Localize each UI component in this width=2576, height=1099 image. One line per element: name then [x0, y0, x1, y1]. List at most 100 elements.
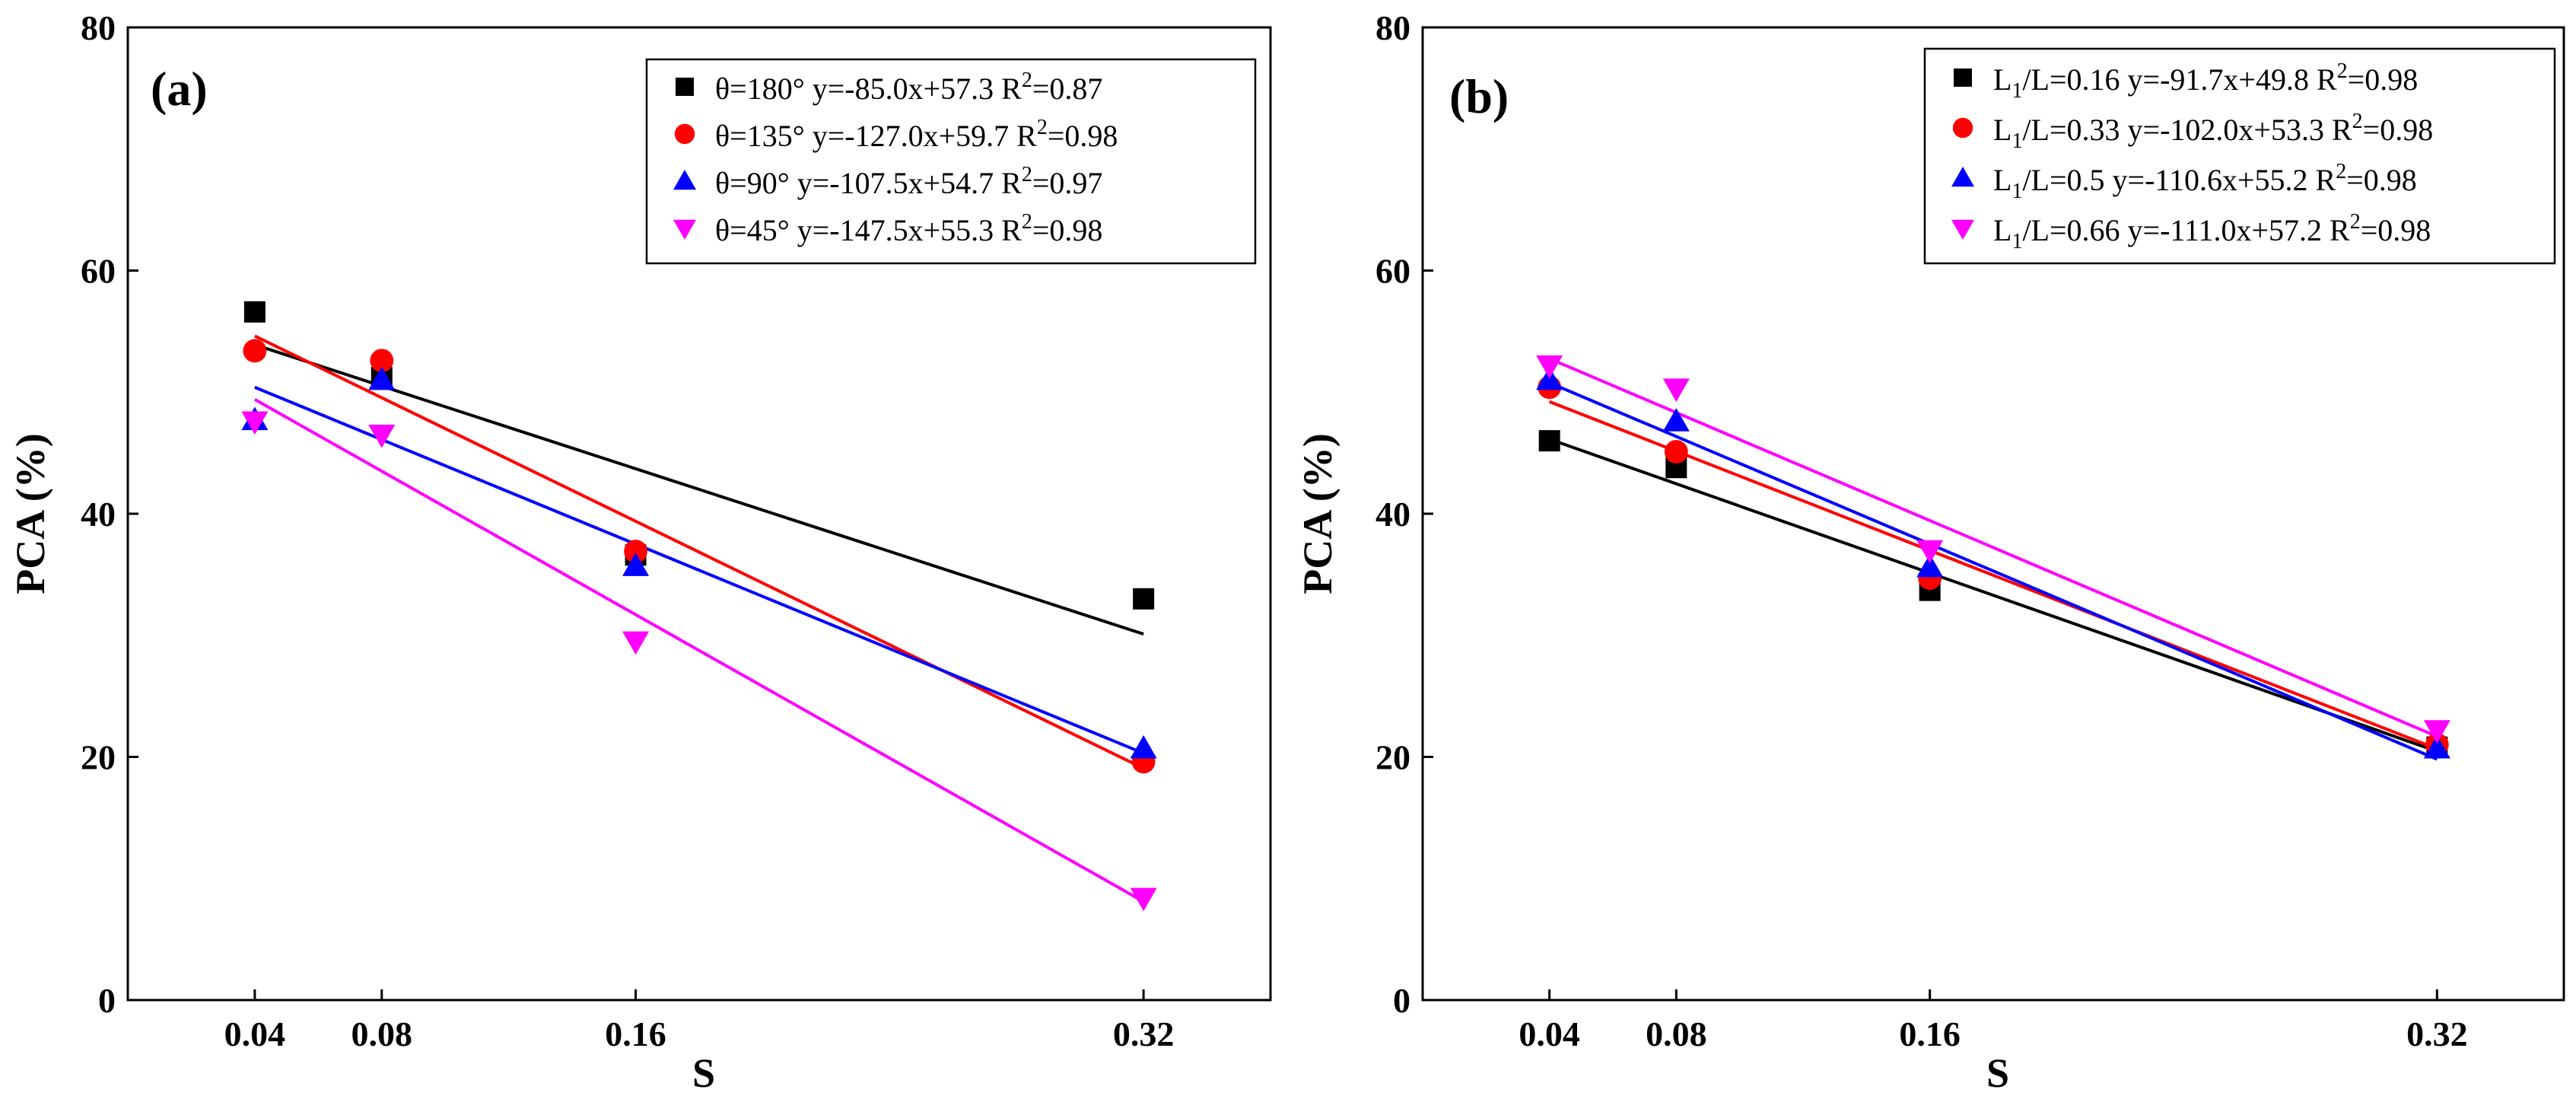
legend-r2-sup: 2 [1037, 116, 1048, 139]
x-tick-label: 0.08 [351, 1015, 413, 1053]
legend-r2-sup: 2 [1022, 163, 1032, 186]
y-tick-label: 60 [81, 252, 116, 291]
data-point-series-1 [1538, 430, 1560, 452]
y-axis-title: PCA (%) [1295, 433, 1340, 594]
legend-r2-sup: 2 [2336, 160, 2346, 183]
data-point-series-4 [622, 631, 650, 655]
y-tick-label: 80 [1375, 8, 1410, 47]
legend-equation: y=-102.0x+53.3 [2128, 113, 2332, 147]
y-tick-label: 20 [81, 738, 116, 777]
legend-entry-series-1: θ=180° y=-85.0x+57.3 R2=0.87 [715, 68, 1102, 106]
legend-marker-series-2 [674, 123, 695, 145]
legend-marker-series-3 [1951, 167, 1974, 187]
legend-r2-prefix: R [2316, 163, 2336, 197]
y-axis-title: PCA (%) [8, 433, 53, 594]
data-point-series-3 [2423, 734, 2450, 759]
legend-name-main: L [1993, 213, 2012, 247]
legend-box [645, 58, 1257, 265]
legend-equation: y=-111.0x+57.2 [2128, 213, 2330, 247]
legend-r2-value: =0.87 [1032, 72, 1103, 106]
legend-r2-prefix: R [2317, 62, 2337, 97]
legend-name-rest: /L=0.66 [2022, 213, 2127, 247]
legend-name-rest: /L=0.33 [2022, 113, 2127, 147]
y-tick-label: 40 [81, 495, 116, 534]
x-axis-title: S [692, 1050, 715, 1096]
legend-entry-series-1: L1/L=0.16 y=-91.7x+49.8 R2=0.98 [1993, 59, 2418, 103]
x-tick-label: 0.08 [1646, 1015, 1707, 1053]
legend-r2-value: =0.97 [1032, 166, 1103, 200]
legend-name-sub: 1 [2012, 230, 2022, 253]
legend-r2-prefix: R [2330, 213, 2350, 247]
data-point-series-3 [1130, 734, 1157, 759]
legend-r2-prefix: R [2332, 113, 2352, 147]
legend-r2-prefix: R [1001, 213, 1022, 247]
data-point-series-4 [1662, 378, 1690, 402]
panel-a: 0 20 40 60 80 0.04 0.08 0.16 0.32 S PCA (%) (a) θ=18… [8, 8, 1272, 1096]
legend-equation: y=-147.5x+55.3 [797, 213, 1001, 247]
legend-r2-value: =0.98 [1048, 119, 1118, 153]
data-point-series-3 [1916, 553, 1944, 578]
legend-marker-series-2 [1952, 117, 1973, 139]
data-point-series-4 [1130, 887, 1157, 912]
legend-r2-prefix: R [1001, 166, 1022, 200]
legend-name-rest: /L=0.16 [2022, 62, 2127, 97]
legend-r2-prefix: R [1001, 72, 1022, 106]
legend-name-main: L [1993, 113, 2012, 147]
x-tick-label: 0.32 [1113, 1015, 1175, 1053]
legend-marker-series-4 [673, 219, 696, 240]
data-point-series-3 [368, 366, 396, 390]
legend-r2-sup: 2 [1022, 68, 1032, 92]
legend-name: θ=180° [715, 72, 813, 106]
legend-entry-series-4: L1/L=0.66 y=-111.0x+57.2 R2=0.98 [1993, 210, 2431, 253]
data-point-series-3 [622, 553, 650, 576]
data-point-series-2 [624, 540, 647, 563]
legend-name-sub: 1 [2012, 129, 2022, 153]
legend-r2-value: =0.98 [2346, 163, 2417, 197]
legend-r2-sup: 2 [2337, 59, 2348, 83]
legend-entry-series-4: θ=45° y=-147.5x+55.3 R2=0.98 [715, 210, 1102, 247]
fit-line-series-2 [254, 334, 1144, 770]
legend-entry-series-3: L1/L=0.5 y=-110.6x+55.2 R2=0.98 [1993, 160, 2417, 203]
legend-r2-sup: 2 [2350, 210, 2361, 234]
legend-name-rest: /L=0.5 [2022, 163, 2112, 197]
legend-box [1923, 47, 2556, 265]
fit-line-series-1 [254, 343, 1144, 636]
legend-name-sub: 1 [2012, 180, 2022, 203]
data-point-series-1 [1133, 588, 1155, 610]
data-point-series-4 [1536, 355, 1563, 379]
legend-entry-series-2: L1/L=0.33 y=-102.0x+53.3 R2=0.98 [1993, 110, 2433, 153]
y-tick-label: 60 [1375, 252, 1410, 291]
data-point-series-2 [1664, 440, 1688, 463]
legend-equation: y=-107.5x+54.7 [797, 166, 1001, 200]
data-point-series-4 [2423, 720, 2450, 744]
data-point-series-4 [1916, 540, 1944, 564]
legend-marker-series-3 [673, 170, 696, 190]
legend-marker-series-4 [1951, 219, 1974, 240]
x-tick-label: 0.16 [1899, 1015, 1961, 1053]
data-point-series-3 [1662, 408, 1690, 432]
legend-r2-value: =0.98 [1032, 213, 1103, 247]
legend-equation: y=-85.0x+57.3 [813, 72, 1001, 106]
fit-line-series-2 [1548, 400, 2438, 750]
legend-equation: y=-110.6x+55.2 [2113, 163, 2316, 197]
legend-r2-sup: 2 [1022, 210, 1032, 234]
legend-name: θ=135° [715, 119, 813, 153]
x-tick-label: 0.04 [1519, 1015, 1580, 1053]
legend-entry-series-3: θ=90° y=-107.5x+54.7 R2=0.97 [715, 163, 1102, 200]
fit-line-series-4 [1548, 357, 2438, 738]
y-tick-label: 20 [1375, 738, 1410, 777]
legend-name-sub: 1 [2012, 79, 2022, 103]
legend-equation: y=-91.7x+49.8 [2128, 62, 2317, 97]
fit-line-series-1 [1549, 438, 2438, 753]
y-tick-label: 40 [1375, 495, 1410, 534]
legend-name: θ=45° [715, 213, 797, 247]
legend-r2-prefix: R [1016, 119, 1037, 153]
y-tick-label: 0 [98, 981, 116, 1020]
x-tick-label: 0.04 [224, 1015, 286, 1053]
data-point-series-2 [243, 339, 267, 363]
y-tick-label: 0 [1393, 981, 1410, 1020]
data-point-series-4 [368, 425, 396, 448]
legend-name: θ=90° [715, 166, 797, 200]
